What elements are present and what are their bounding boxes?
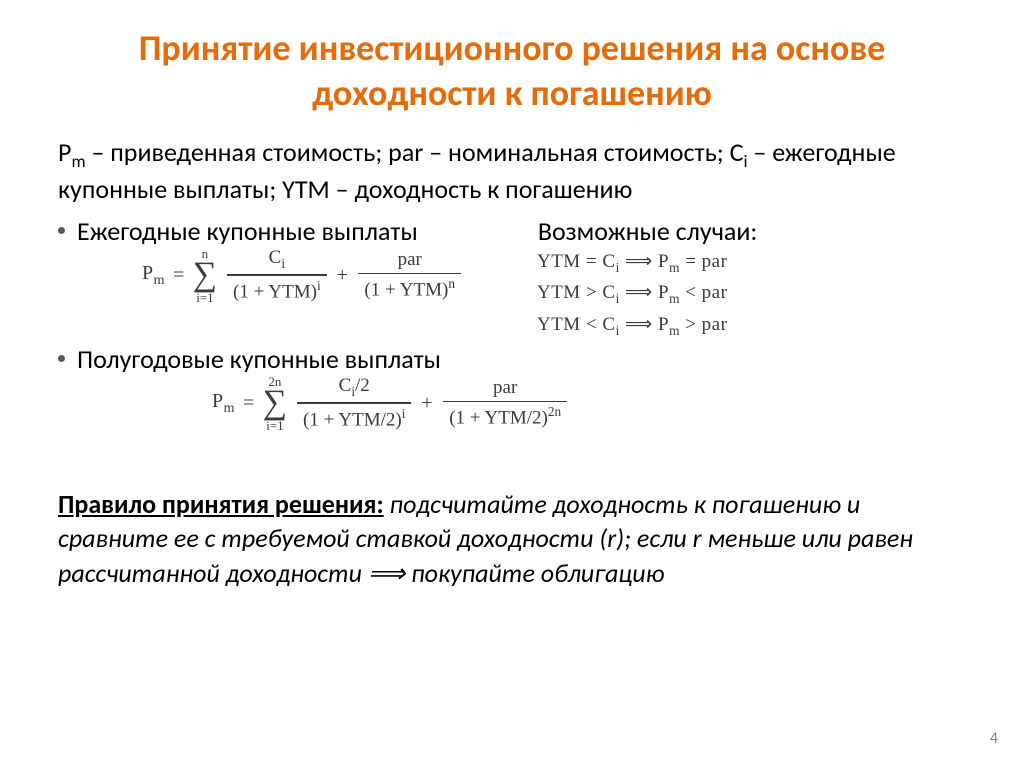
bullet1-label: Ежегодные купонные выплаты bbox=[77, 215, 418, 247]
fraction-bar-icon bbox=[358, 273, 461, 275]
f1-sigma-bot: i=1 bbox=[196, 291, 213, 304]
page-number: 4 bbox=[990, 729, 998, 748]
f2-frac1: Ci/2 (1 + YTM/2)i bbox=[297, 375, 411, 431]
f1-sigma-sym: ∑ bbox=[193, 260, 217, 291]
f2-frac1-num-tail: /2 bbox=[355, 375, 370, 396]
f2-frac2-den-sup: 2n bbox=[548, 404, 561, 419]
f2-plus: + bbox=[417, 392, 437, 415]
f1-frac2-den: (1 + YTM) bbox=[364, 280, 448, 301]
f1-lhs-sub: m bbox=[154, 273, 165, 288]
case-line-3: YTM < Ci ⟹ Pm > par bbox=[537, 310, 727, 341]
f1-frac1-den-sup: i bbox=[317, 278, 321, 293]
formula1-row: Pm = n ∑ i=1 Ci (1 + YTM)i + par (1 + YT… bbox=[138, 247, 966, 343]
f2-frac2-den: (1 + YTM/2) bbox=[449, 408, 548, 429]
bullet2-label: Полугодовые купонные выплаты bbox=[77, 343, 441, 375]
slide: Принятие инвестиционного решения на осно… bbox=[0, 0, 1024, 768]
formula2-row: Pm = 2n ∑ i=1 Ci/2 (1 + YTM/2)i + par (1… bbox=[208, 375, 966, 483]
def-pm-sym: P bbox=[58, 136, 71, 168]
f2-frac1-den-sup: i bbox=[402, 406, 406, 421]
f2-lhs-sub: m bbox=[224, 401, 235, 416]
bullet2: Полугодовые купонные выплаты bbox=[58, 343, 966, 375]
f2-sigma-sym: ∑ bbox=[263, 388, 287, 419]
f2-frac1-num: C bbox=[339, 375, 352, 396]
bullet-icon bbox=[58, 355, 65, 362]
fraction-bar-icon bbox=[297, 402, 411, 404]
rule-lead: Правило принятия решения: bbox=[58, 488, 384, 520]
cases-block: YTM = Ci ⟹ Pm = par YTM > Ci ⟹ Pm < par … bbox=[537, 247, 727, 341]
f1-frac2: par (1 + YTM)n bbox=[358, 249, 461, 302]
case-line-1: YTM = Ci ⟹ Pm = par bbox=[537, 247, 727, 278]
f1-frac1: Ci (1 + YTM)i bbox=[227, 247, 327, 303]
f1-frac1-num: C bbox=[269, 247, 282, 268]
f2-lhs: P bbox=[212, 390, 224, 412]
f2-frac2: par (1 + YTM/2)2n bbox=[443, 377, 567, 430]
bullet1-row: Ежегодные купонные выплаты Возможные слу… bbox=[58, 215, 966, 247]
decision-rule: Правило принятия решения: подсчитайте до… bbox=[58, 487, 966, 590]
cases-label: Возможные случаи: bbox=[538, 215, 758, 247]
sigma-icon: n ∑ i=1 bbox=[193, 247, 217, 304]
f2-frac1-den: (1 + YTM/2) bbox=[303, 409, 402, 430]
f1-plus: + bbox=[333, 264, 353, 287]
def-pm-text: – приведенная стоимость; par – номинальн… bbox=[86, 136, 744, 168]
f1-frac2-num: par bbox=[392, 249, 428, 271]
formula2: Pm = 2n ∑ i=1 Ci/2 (1 + YTM/2)i + par (1… bbox=[208, 375, 966, 432]
f1-frac1-den: (1 + YTM) bbox=[233, 281, 317, 302]
f2-sigma-bot: i=1 bbox=[266, 419, 283, 432]
def-pm-sub: m bbox=[71, 150, 85, 172]
f1-frac2-den-sup: n bbox=[448, 276, 455, 291]
f2-eq: = bbox=[239, 392, 259, 415]
case-line-2: YTM > Ci ⟹ Pm < par bbox=[537, 278, 727, 309]
formula1: Pm = n ∑ i=1 Ci (1 + YTM)i + par (1 + YT… bbox=[138, 247, 467, 304]
sigma-icon: 2n ∑ i=1 bbox=[263, 375, 287, 432]
f2-frac2-num: par bbox=[487, 377, 523, 399]
bullet-icon bbox=[58, 227, 65, 234]
f1-lhs: P bbox=[142, 262, 154, 284]
f1-frac1-num-sub: i bbox=[281, 256, 285, 271]
fraction-bar-icon bbox=[443, 401, 567, 403]
f1-eq: = bbox=[169, 264, 189, 287]
bullet1: Ежегодные купонные выплаты bbox=[58, 215, 418, 247]
definitions-paragraph: Pm – приведенная стоимость; par – номина… bbox=[58, 136, 966, 207]
slide-title: Принятие инвестиционного решения на осно… bbox=[58, 26, 966, 116]
fraction-bar-icon bbox=[227, 274, 327, 276]
